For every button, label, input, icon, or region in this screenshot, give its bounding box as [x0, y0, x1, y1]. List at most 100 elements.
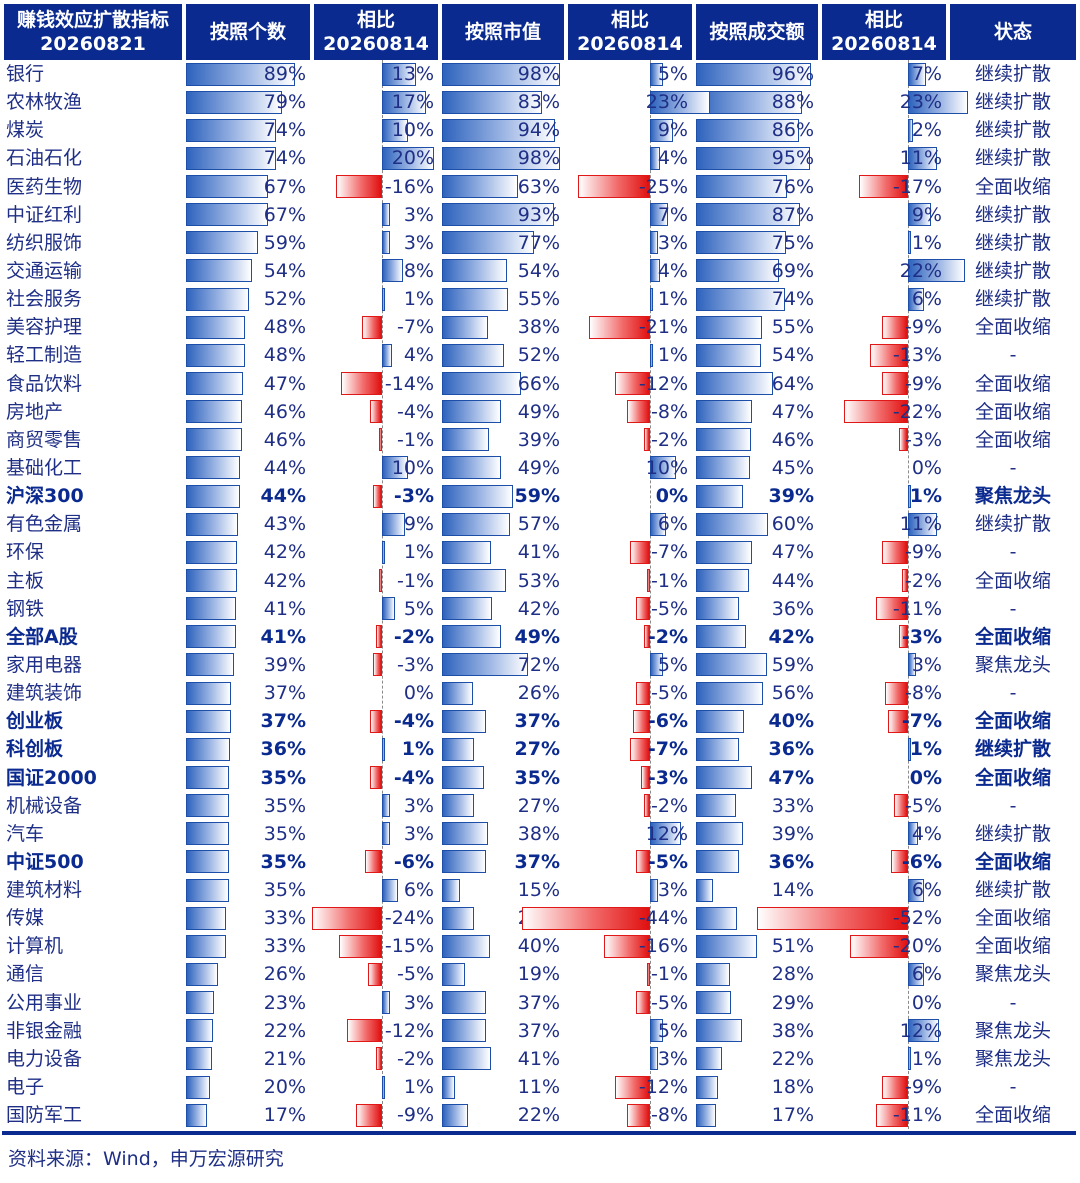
- count-bar: [186, 1047, 212, 1071]
- count-bar: [186, 456, 240, 480]
- count-label: 54%: [263, 259, 306, 282]
- count-label: 41%: [263, 597, 306, 620]
- count_chg-label: -3%: [393, 485, 434, 508]
- count_chg-label: 5%: [403, 597, 434, 620]
- row-name: 科创板: [6, 738, 64, 761]
- turnover_chg-bar: [870, 343, 908, 367]
- turnover-bar: [696, 569, 749, 593]
- turnover-label: 42%: [768, 625, 814, 648]
- turnover-bar: [696, 878, 713, 902]
- count_chg-label: -2%: [397, 1047, 434, 1070]
- status-cell: 继续扩散: [974, 147, 1051, 170]
- count-bar: [186, 62, 295, 86]
- turnover-bar: [696, 62, 812, 86]
- mcap_chg-label: -3%: [647, 766, 688, 789]
- row-name: 沪深300: [6, 485, 84, 508]
- count-bar: [186, 906, 227, 930]
- mcap_chg-bar: [589, 315, 650, 339]
- turnover_chg-label: 11%: [899, 147, 942, 170]
- mcap_chg-bar: [650, 259, 661, 283]
- mcap_chg-bar: [650, 1047, 658, 1071]
- count-label: 52%: [263, 288, 306, 311]
- mcap_chg-bar: [635, 850, 650, 874]
- mcap_chg-label: 7%: [657, 203, 688, 226]
- count_chg-label: -1%: [397, 428, 434, 451]
- count_chg-zero-axis: [382, 60, 383, 1130]
- header-turnover: 按照成交额: [696, 4, 818, 60]
- turnover_chg-bar: [908, 259, 966, 283]
- turnover_chg-label: 1%: [909, 738, 942, 761]
- status-cell: 继续扩散: [974, 288, 1051, 311]
- count-bar: [186, 709, 232, 733]
- status-cell: -: [1009, 541, 1017, 564]
- status-cell: 全面收缩: [974, 850, 1051, 873]
- turnover_chg-bar: [881, 315, 908, 339]
- mcap-bar: [442, 62, 560, 86]
- header-status: 状态: [950, 4, 1076, 60]
- mcap_chg-bar: [650, 231, 658, 255]
- count_chg-bar: [382, 287, 385, 311]
- mcap_chg-label: -5%: [647, 850, 688, 873]
- mcap_chg-bar: [650, 878, 658, 902]
- status-cell: 聚焦龙头: [974, 1019, 1051, 1042]
- turnover_chg-bar: [858, 175, 908, 199]
- turnover_chg-label: 6%: [911, 288, 942, 311]
- turnover_chg-label: -8%: [905, 682, 942, 705]
- status-cell: 聚焦龙头: [974, 1047, 1051, 1070]
- header-turnover-change: 相比 20260814: [822, 4, 946, 60]
- mcap_chg-label: -6%: [647, 710, 688, 733]
- mcap-bar: [442, 709, 487, 733]
- count-label: 35%: [260, 766, 306, 789]
- mcap-bar: [442, 146, 560, 170]
- turnover_chg-label: -20%: [892, 935, 942, 958]
- count-bar: [186, 428, 243, 452]
- status-cell: 全面收缩: [974, 372, 1051, 395]
- mcap-label: 57%: [517, 513, 560, 536]
- count-bar: [186, 484, 240, 508]
- mcap_chg-label: 5%: [657, 63, 688, 85]
- count_chg-bar: [382, 62, 416, 86]
- mcap-label: 72%: [517, 653, 560, 676]
- header-mcap-change-label: 相比: [610, 9, 649, 31]
- count-label: 37%: [263, 682, 306, 705]
- turnover_chg-bar: [908, 653, 916, 677]
- mcap_chg-label: -8%: [651, 400, 688, 423]
- count_chg-label: -2%: [393, 625, 434, 648]
- count_chg-bar: [382, 118, 408, 142]
- turnover-bar: [696, 456, 750, 480]
- count-label: 46%: [263, 428, 306, 451]
- turnover-label: 54%: [771, 344, 814, 367]
- turnover_chg-label: 2%: [911, 119, 942, 142]
- count-label: 46%: [263, 400, 306, 423]
- row-name: 商贸零售: [6, 428, 83, 451]
- turnover-bar: [696, 794, 736, 818]
- turnover-bar: [696, 118, 800, 142]
- row-name: 农林牧渔: [6, 91, 83, 114]
- mcap-label: 98%: [517, 63, 560, 85]
- row-name: 全部A股: [6, 625, 78, 648]
- mcap-label: 37%: [514, 710, 560, 733]
- turnover-label: 88%: [771, 91, 814, 114]
- status-cell: 全面收缩: [974, 766, 1051, 789]
- count_chg-label: 1%: [403, 541, 434, 564]
- count_chg-label: 13%: [391, 63, 434, 85]
- row-name: 建筑装饰: [6, 682, 83, 705]
- count-bar: [186, 569, 238, 593]
- count_chg-bar: [370, 709, 382, 733]
- status-cell: 继续扩散: [974, 63, 1051, 85]
- count-bar: [186, 372, 244, 396]
- row-name: 主板: [6, 569, 45, 592]
- mcap_chg-label: 3%: [657, 879, 688, 902]
- turnover-bar: [696, 962, 730, 986]
- turnover-bar: [696, 597, 740, 621]
- mcap-bar: [442, 118, 555, 142]
- count_chg-bar: [379, 428, 382, 452]
- mcap-bar: [442, 822, 488, 846]
- count-bar: [186, 822, 229, 846]
- row-name: 钢铁: [6, 597, 45, 620]
- row-name: 通信: [6, 963, 45, 986]
- count-label: 20%: [263, 1076, 306, 1099]
- status-cell: -: [1009, 794, 1017, 817]
- mcap_chg-bar: [650, 822, 682, 846]
- count-bar: [186, 1075, 211, 1099]
